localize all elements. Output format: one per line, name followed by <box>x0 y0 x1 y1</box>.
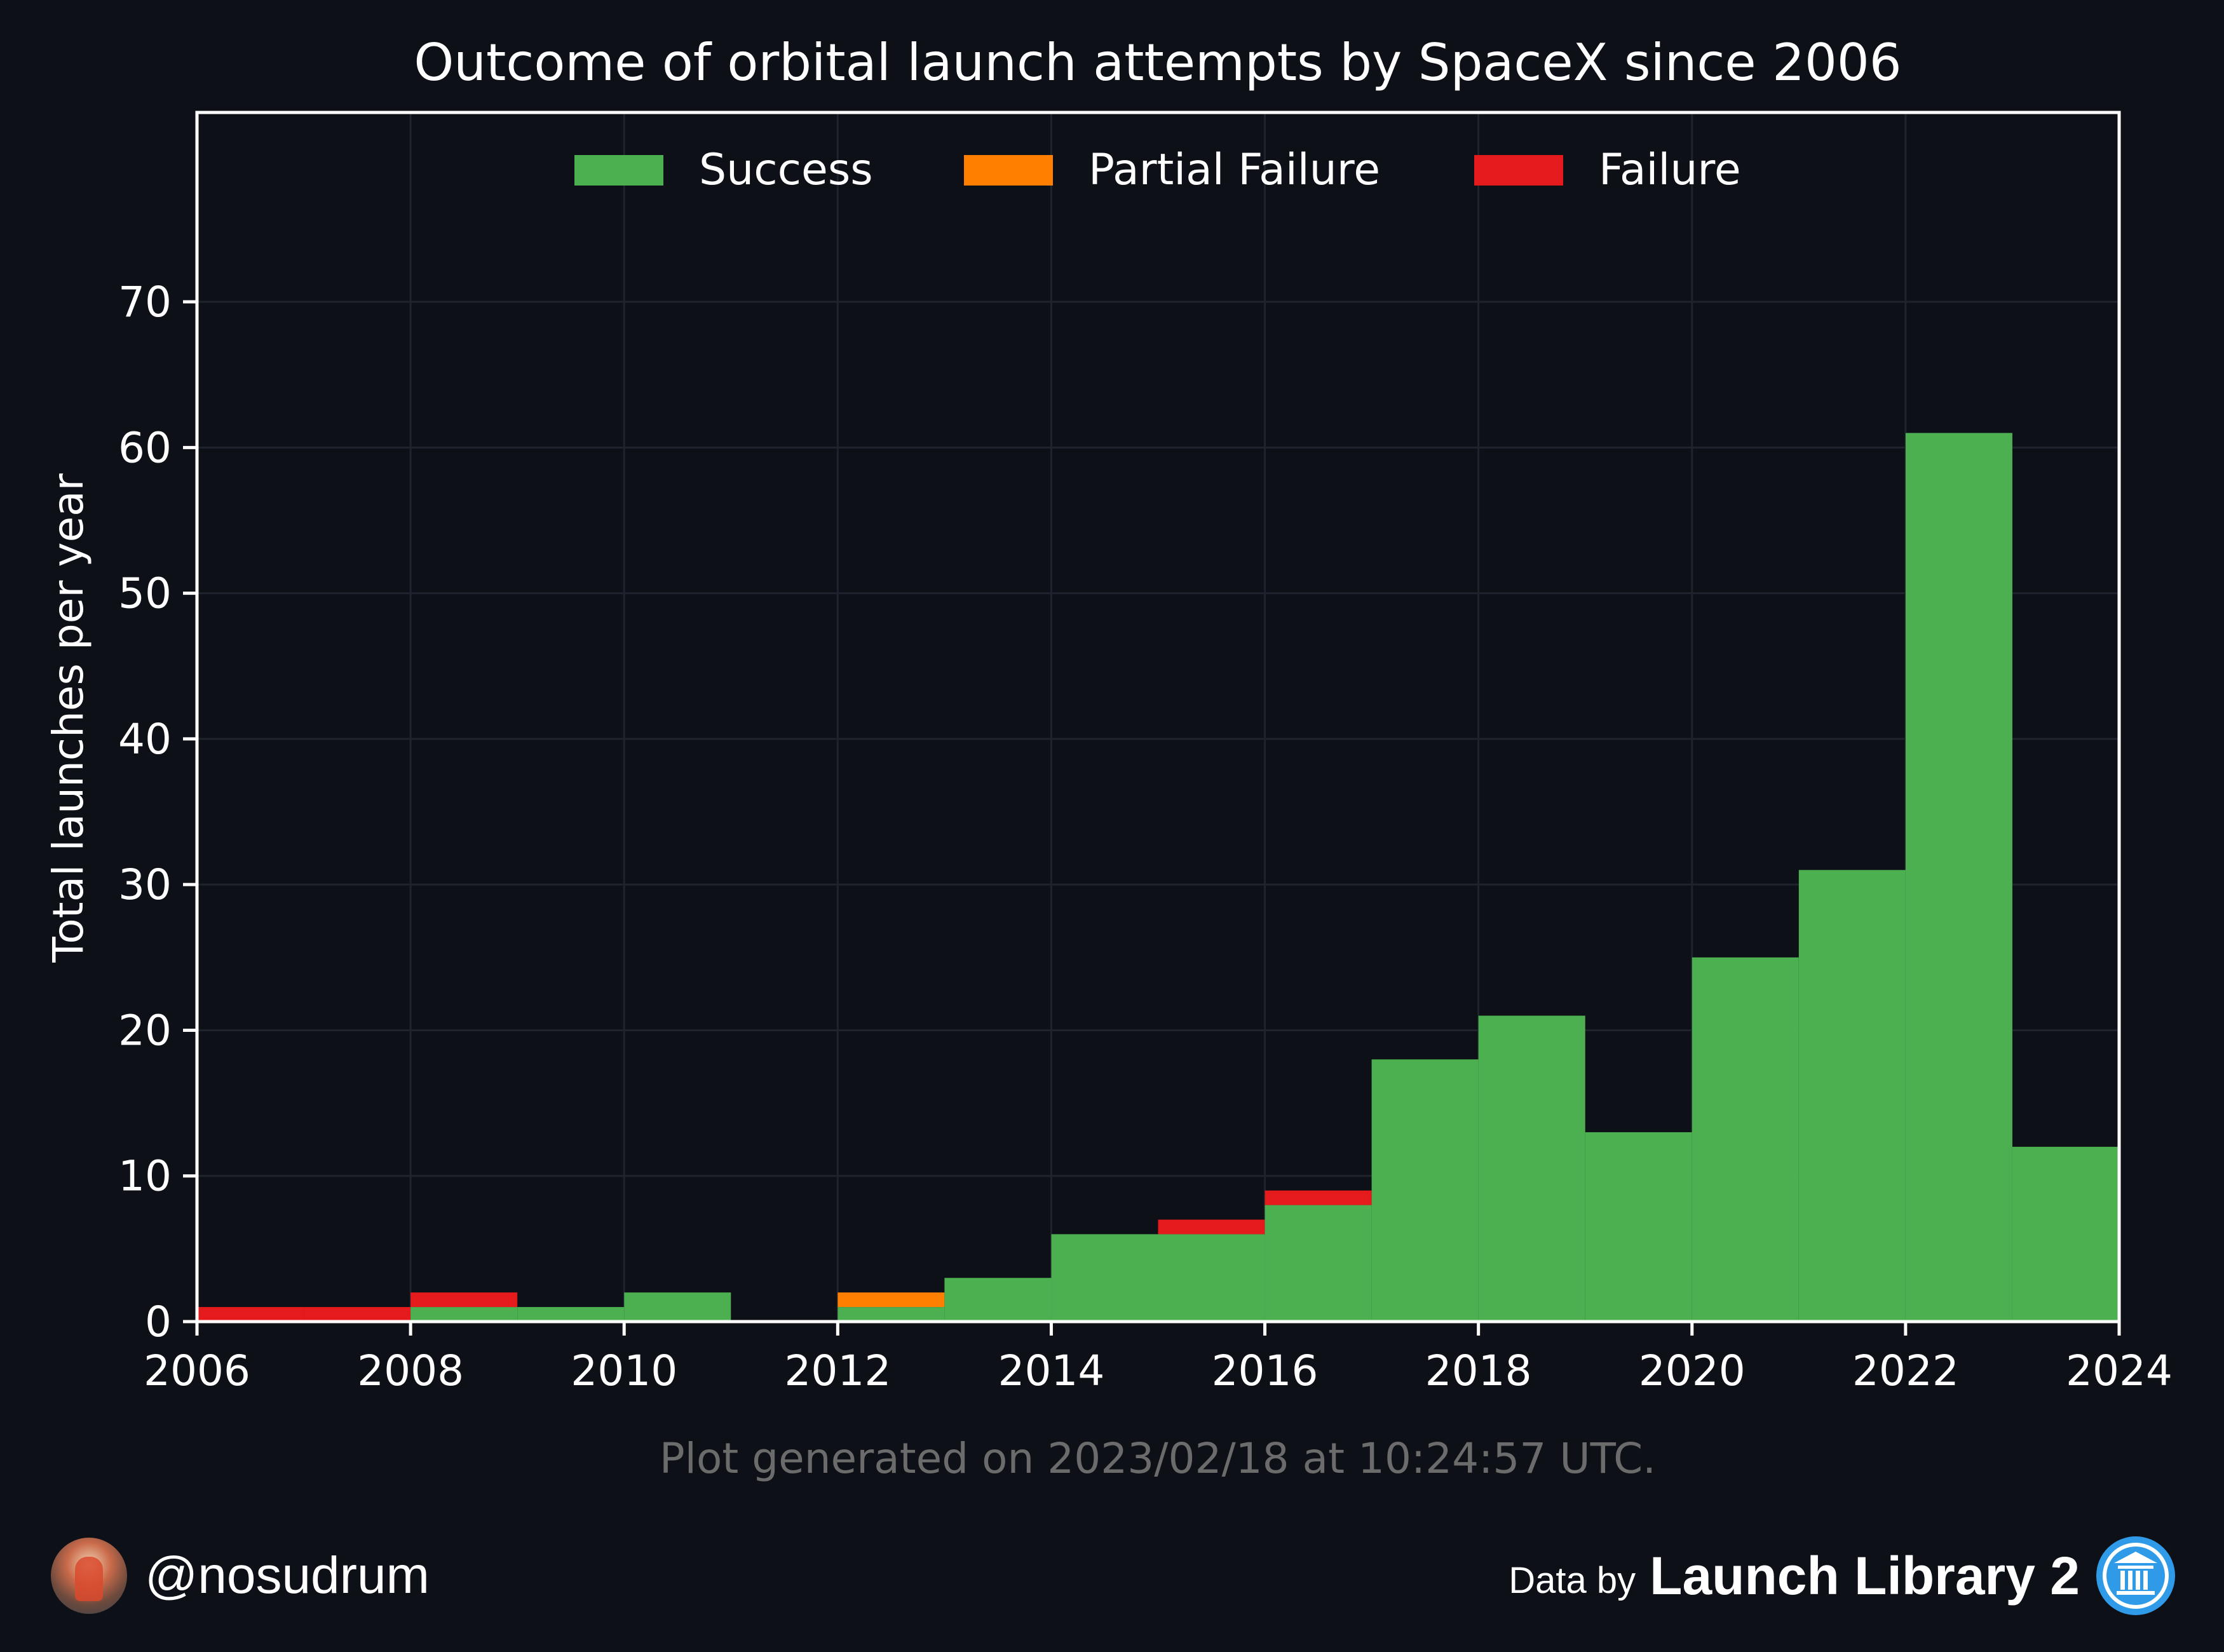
bar-failure-2006 <box>197 1307 304 1322</box>
bar-success-2012 <box>837 1307 945 1322</box>
y-tick-label: 40 <box>118 715 172 764</box>
legend-swatch-failure <box>1474 155 1563 186</box>
x-tick-label: 2012 <box>784 1346 891 1395</box>
bar-failure-2015 <box>1158 1219 1265 1235</box>
bar-success-2015 <box>1158 1234 1265 1322</box>
chart-bars <box>197 433 2119 1322</box>
data-source-credit: Data by Launch Library 2 <box>1509 1536 2176 1615</box>
bar-success-2023 <box>2012 1146 2119 1322</box>
legend-label-partial-failure: Partial Failure <box>1088 145 1380 195</box>
legend-label-success: Success <box>699 145 873 195</box>
chart-title: Outcome of orbital launch attempts by Sp… <box>414 33 1901 92</box>
legend-swatch-partial-failure <box>964 155 1053 186</box>
y-tick-label: 30 <box>118 860 172 909</box>
legend: Success Partial Failure Failure <box>574 145 1741 195</box>
bar-partial-failure-2012 <box>837 1292 945 1308</box>
y-tick-label: 0 <box>145 1297 172 1346</box>
x-tick-label: 2016 <box>1212 1346 1319 1395</box>
bar-success-2013 <box>944 1278 1052 1322</box>
bar-failure-2008 <box>410 1292 518 1308</box>
plot-frame <box>195 111 2121 1324</box>
x-tick-label: 2014 <box>998 1346 1104 1395</box>
author-handle[interactable]: @nosudrum <box>145 1547 430 1604</box>
legend-swatch-success <box>574 155 663 186</box>
bar-success-2016 <box>1265 1205 1372 1322</box>
x-tick-label: 2018 <box>1425 1346 1532 1395</box>
bar-success-2009 <box>517 1307 625 1322</box>
y-tick-label: 20 <box>118 1006 172 1055</box>
author-credit: @nosudrum <box>51 1538 430 1614</box>
bar-success-2021 <box>1798 870 1906 1322</box>
plot-generated-note: Plot generated on 2023/02/18 at 10:24:57… <box>660 1434 1656 1483</box>
bar-failure-2016 <box>1265 1190 1372 1205</box>
bar-success-2014 <box>1051 1234 1158 1322</box>
bar-success-2017 <box>1371 1059 1479 1322</box>
y-tick-label: 60 <box>118 423 172 472</box>
bar-success-2022 <box>1905 433 2012 1322</box>
y-axis-label: Total launches per year <box>44 473 93 963</box>
x-tick-label: 2010 <box>571 1346 677 1395</box>
y-tick-label: 70 <box>118 278 172 327</box>
y-tick-label: 10 <box>118 1152 172 1201</box>
legend-label-failure: Failure <box>1599 145 1741 195</box>
author-avatar <box>51 1538 127 1614</box>
axis-ticks: 2006 2008 2010 2012 2014 2016 2018 2020 2022 2024… <box>118 278 2173 1395</box>
library-icon <box>2096 1536 2175 1615</box>
y-tick-label: 50 <box>118 569 172 618</box>
bar-success-2018 <box>1478 1015 1585 1322</box>
x-tick-label: 2006 <box>144 1346 250 1395</box>
x-tick-label: 2022 <box>1852 1346 1959 1395</box>
x-tick-label: 2020 <box>1639 1346 1746 1395</box>
bar-success-2020 <box>1692 957 1799 1322</box>
bar-success-2019 <box>1585 1132 1692 1322</box>
bar-success-2010 <box>624 1292 731 1322</box>
bar-failure-2007 <box>304 1307 411 1322</box>
data-source-name[interactable]: Launch Library 2 <box>1650 1545 2080 1606</box>
x-tick-label: 2024 <box>2066 1346 2173 1395</box>
data-by-label: Data by <box>1509 1559 1636 1601</box>
bar-success-2008 <box>410 1307 518 1322</box>
x-tick-label: 2008 <box>357 1346 464 1395</box>
